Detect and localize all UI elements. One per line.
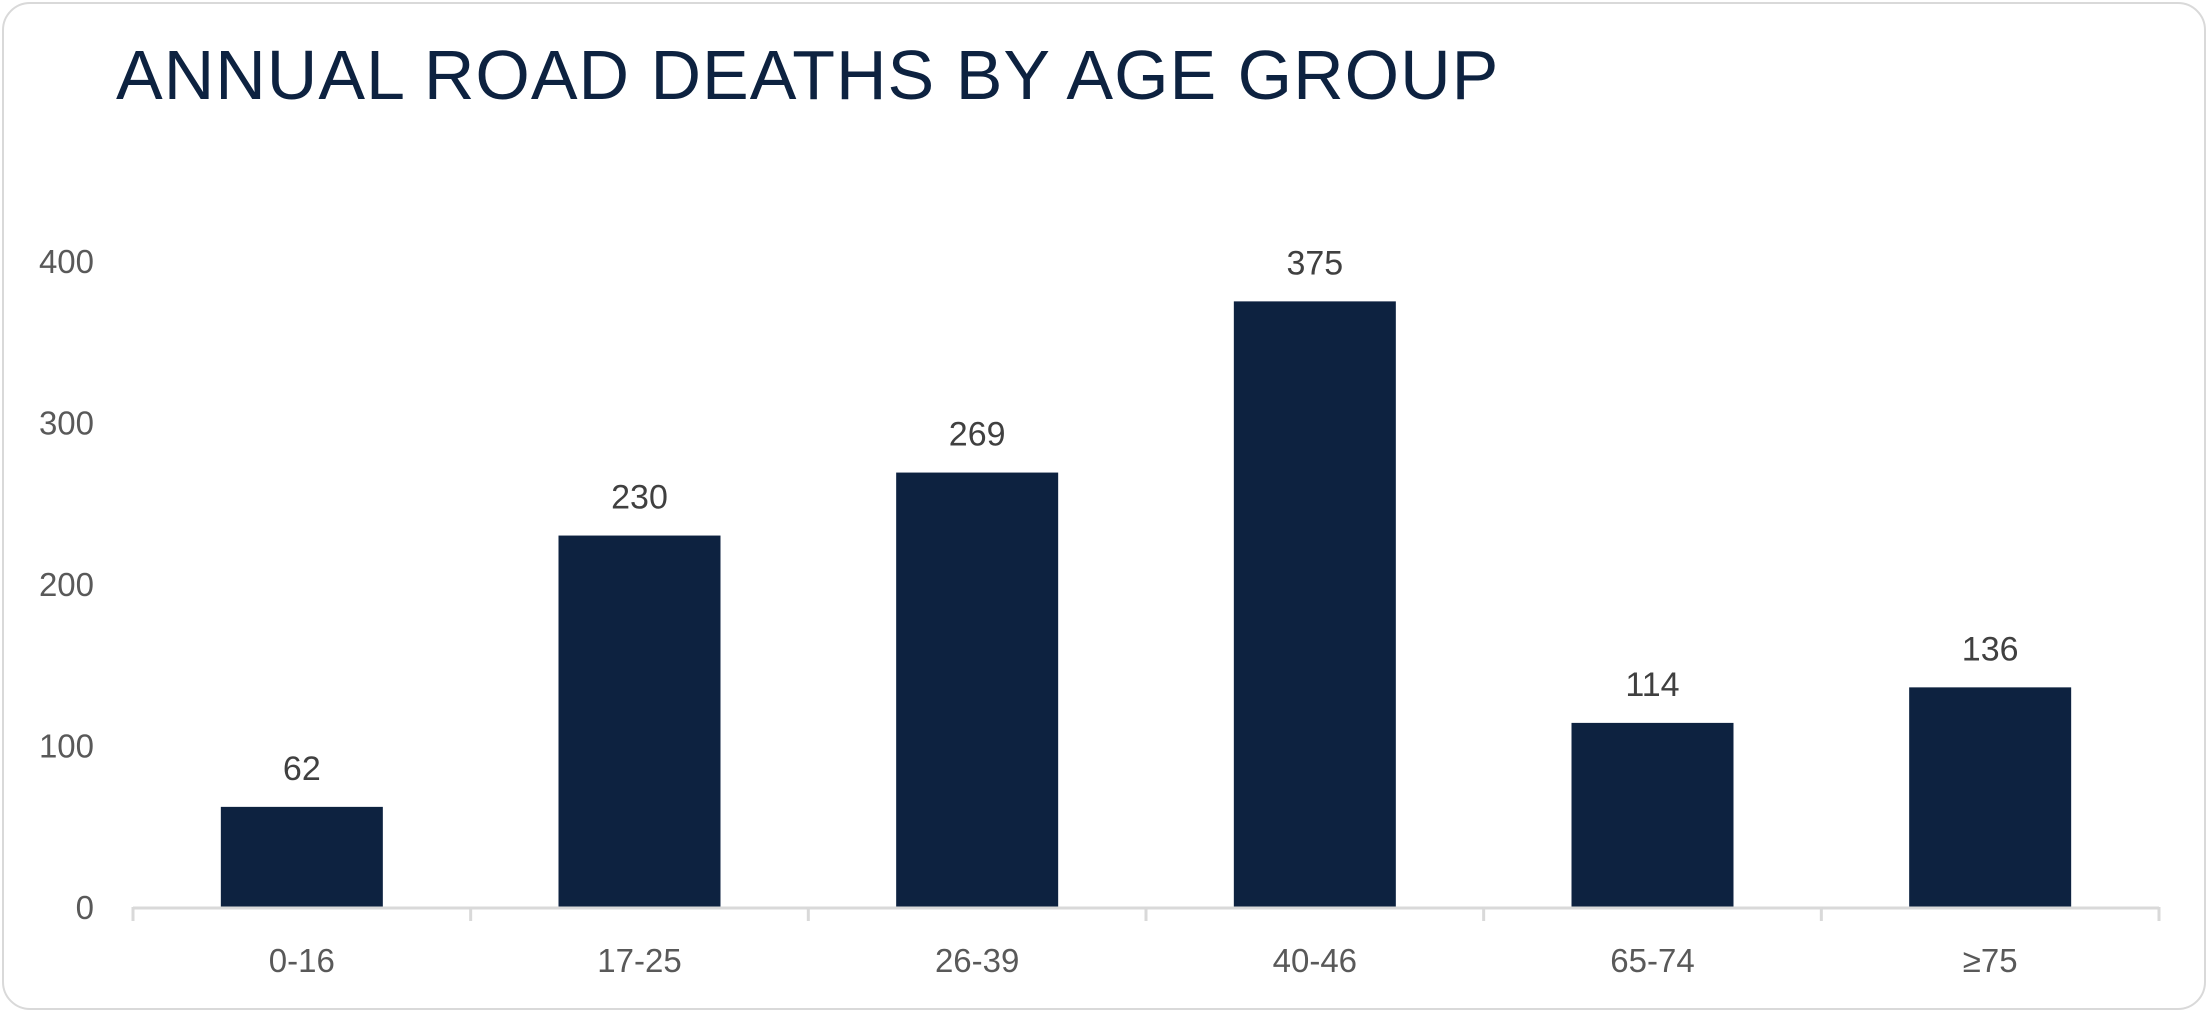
data-label: 62 xyxy=(283,750,321,788)
x-tick-label: 65-74 xyxy=(1610,942,1694,979)
bar xyxy=(1571,722,1734,907)
x-tick-label: 40-46 xyxy=(1273,942,1357,979)
data-label: 114 xyxy=(1625,666,1679,704)
data-labels: 62 230 269 375 114 136 xyxy=(283,244,2019,787)
bar xyxy=(1909,687,2072,907)
data-label: 375 xyxy=(1286,244,1343,282)
y-tick-label: 100 xyxy=(39,728,94,765)
x-tick-label: 17-25 xyxy=(597,942,681,979)
y-tick-label: 0 xyxy=(76,889,94,926)
bar xyxy=(558,535,721,907)
y-tick-label: 200 xyxy=(39,566,94,603)
data-label: 136 xyxy=(1962,630,2019,668)
y-axis: 0 100 200 300 400 xyxy=(39,243,94,926)
y-tick-label: 300 xyxy=(39,405,94,442)
data-label: 230 xyxy=(611,479,668,517)
x-axis: 0-16 17-25 26-39 40-46 65-74 ≥75 xyxy=(131,906,2161,979)
bar xyxy=(1233,301,1396,907)
data-label: 269 xyxy=(949,416,1006,454)
x-tick-label: 0-16 xyxy=(269,942,335,979)
bar-series xyxy=(220,301,2072,907)
bar xyxy=(220,806,383,907)
y-tick-label: 400 xyxy=(39,243,94,280)
chart-title: ANNUAL ROAD DEATHS BY AGE GROUP xyxy=(116,36,1500,114)
bar xyxy=(896,472,1059,907)
x-tick-label: ≥75 xyxy=(1963,942,2018,979)
x-tick-label: 26-39 xyxy=(935,942,1019,979)
